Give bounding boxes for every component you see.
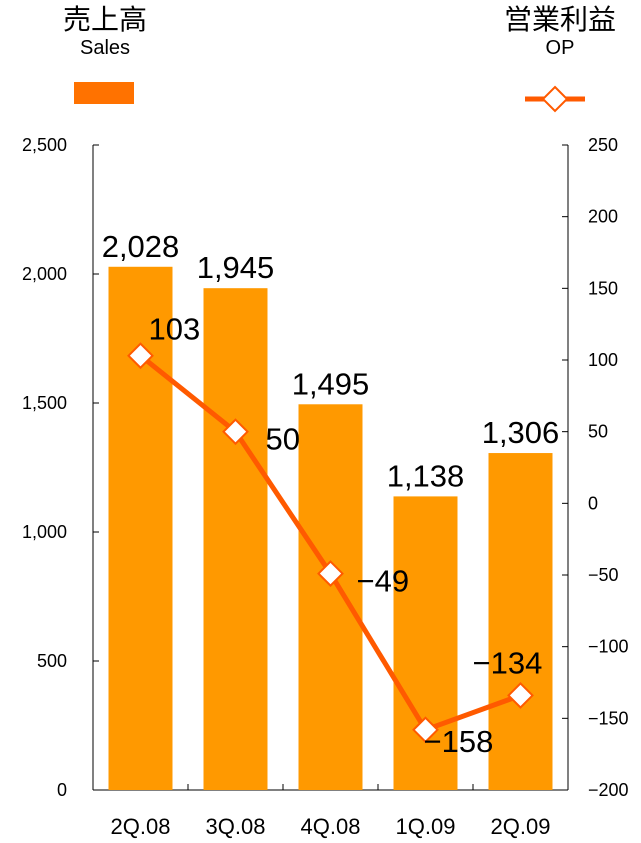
x-tick-label: 2Q.08 (111, 814, 171, 839)
y-right-tick-label: −150 (588, 708, 629, 728)
y-left-tick-label: 0 (57, 780, 67, 800)
legend-op: 営業利益 OP (480, 3, 640, 113)
y-right-tick-label: 100 (588, 350, 618, 370)
op-value-label: −49 (357, 564, 410, 599)
legend-op-subtitle: OP (545, 37, 575, 59)
sales-value-label: 1,138 (387, 458, 465, 493)
y-right-tick-label: 250 (588, 135, 618, 155)
legend-sales-title: 売上高 (62, 3, 147, 36)
x-tick-label: 3Q.08 (206, 814, 266, 839)
legend-sales: 売上高 Sales (50, 3, 160, 104)
op-marker (412, 716, 439, 744)
op-value-label: −134 (473, 645, 543, 680)
legend-op-title: 営業利益 (503, 3, 616, 36)
y-right-tick-label: −200 (588, 780, 629, 800)
y-left-tick-label: 2,500 (22, 135, 67, 155)
y-left-tick-label: 2,000 (22, 264, 67, 284)
op-value-label: −158 (424, 724, 494, 759)
sales-value-label: 1,945 (197, 250, 275, 285)
sales-bar (203, 288, 268, 790)
op-marker (127, 342, 154, 370)
y-right-tick-label: 150 (588, 278, 618, 298)
legend-sales-subtitle: Sales (79, 37, 131, 59)
sales-value-label: 1,306 (482, 415, 560, 450)
op-value-label: 103 (149, 312, 201, 347)
x-tick-label: 4Q.08 (301, 814, 361, 839)
sales-value-label: 1,495 (292, 366, 370, 401)
data-labels: 2,028 1,945 1,495 1,138 1,306 103 50 −49 −158 −13… (102, 229, 560, 759)
op-marker (222, 418, 249, 446)
y-left-tick-label: 500 (37, 651, 67, 671)
legend-sales-swatch (74, 82, 134, 104)
op-marker (317, 560, 344, 587)
legend-op-swatch (525, 85, 585, 113)
y-right-tick-label: −50 (588, 565, 619, 585)
y-right-tick-label: 0 (588, 493, 598, 513)
y-right-tick-label: 200 (588, 207, 618, 227)
x-tick-label: 1Q.09 (396, 814, 456, 839)
y-right-tick-label: 50 (588, 422, 608, 442)
op-marker (507, 681, 534, 709)
sales-bar (298, 404, 363, 790)
y-right-tick-label: −100 (588, 637, 629, 657)
y-left-tick-label: 1,000 (22, 522, 67, 542)
op-line (127, 342, 534, 744)
sales-bar (488, 453, 553, 790)
x-tick-label: 2Q.09 (491, 814, 551, 839)
y-left-tick-label: 1,500 (22, 393, 67, 413)
sales-value-label: 2,028 (102, 229, 180, 264)
op-value-label: 50 (266, 422, 300, 457)
